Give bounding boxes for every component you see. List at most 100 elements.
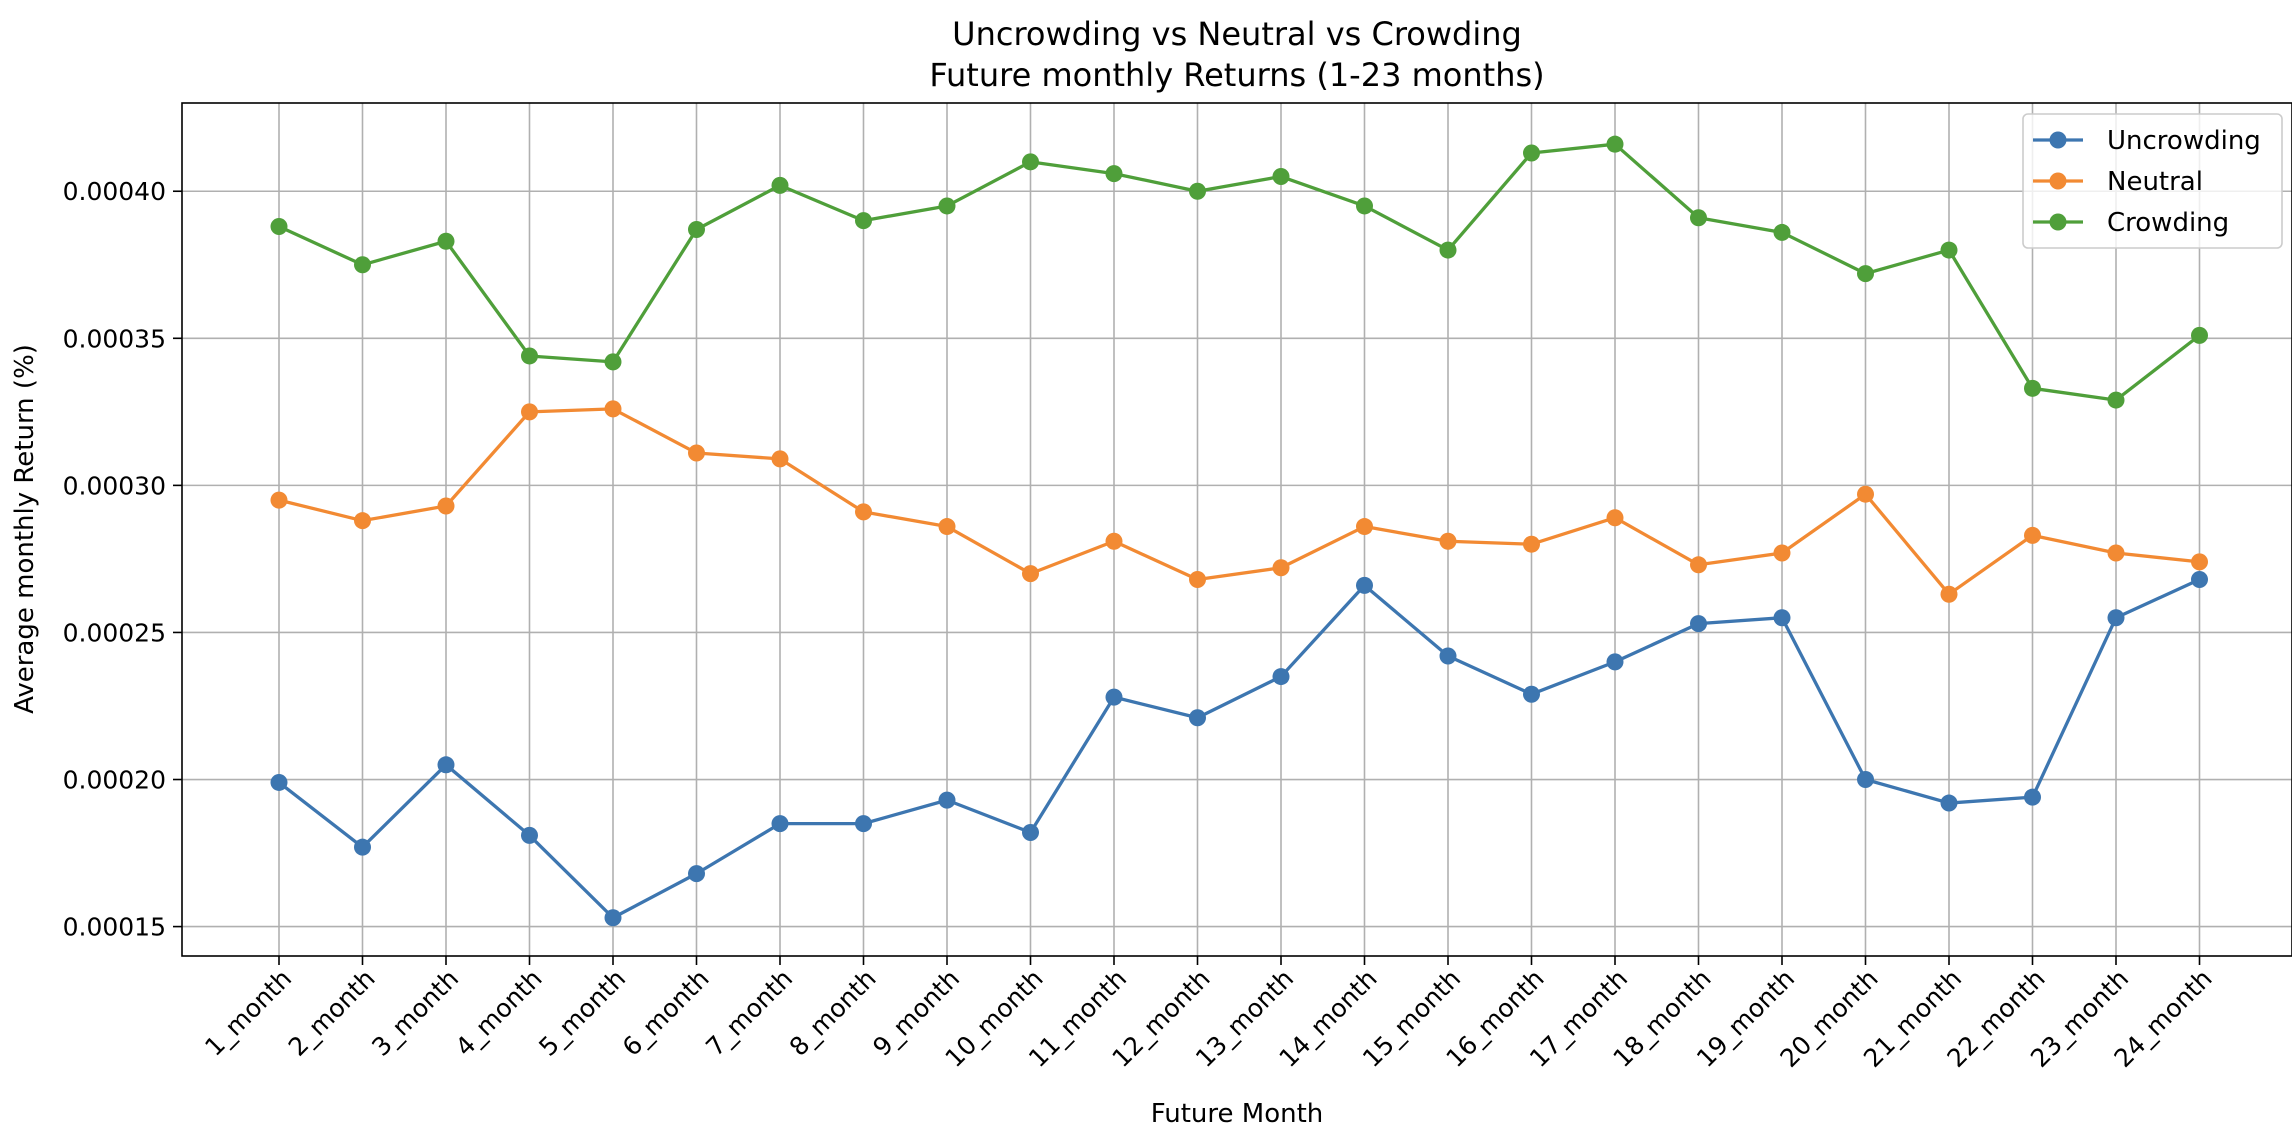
data-point-uncrowding xyxy=(1857,771,1874,789)
data-point-crowding xyxy=(1773,223,1791,241)
chart-subtitle: Future monthly Returns (1-23 months) xyxy=(929,56,1544,94)
data-point-crowding xyxy=(1272,168,1290,186)
legend-entry-crowding: Crowding xyxy=(2033,208,2229,238)
series-crowding xyxy=(270,135,2208,409)
data-point-uncrowding xyxy=(1022,823,1039,841)
y-tick-label: 0.00020 xyxy=(63,766,166,795)
data-point-crowding xyxy=(604,353,622,371)
x-axis-label: Future Month xyxy=(1151,1099,1324,1129)
data-point-uncrowding xyxy=(1690,615,1707,633)
data-point-uncrowding xyxy=(437,756,455,774)
data-point-neutral xyxy=(2024,526,2041,544)
data-point-uncrowding xyxy=(771,815,789,833)
data-point-crowding xyxy=(938,197,956,215)
x-tick-label: 5_month xyxy=(533,964,631,1062)
legend-items: Uncrowding Neutral Crowding xyxy=(2033,126,2261,238)
data-point-neutral xyxy=(270,491,288,509)
legend-frame xyxy=(2022,113,2283,249)
series-neutral xyxy=(270,400,2208,603)
legend-entry-uncrowding: Uncrowding xyxy=(2033,126,2261,156)
series-layer xyxy=(270,135,2208,927)
data-point-neutral xyxy=(437,497,455,515)
data-point-neutral xyxy=(1940,585,1958,603)
data-point-uncrowding xyxy=(1523,685,1540,703)
data-point-neutral xyxy=(2107,544,2125,562)
data-point-crowding xyxy=(1022,153,1039,171)
data-point-uncrowding xyxy=(2107,609,2125,627)
data-point-crowding xyxy=(2191,326,2208,344)
data-point-uncrowding xyxy=(1940,794,1958,812)
data-point-crowding xyxy=(2107,391,2125,409)
series-line-neutral xyxy=(277,407,2202,596)
legend: Uncrowding Neutral Crowding xyxy=(2022,113,2283,249)
series-line-crowding xyxy=(277,142,2202,402)
legend-entry-neutral: Neutral xyxy=(2033,167,2203,197)
data-point-neutral xyxy=(354,512,371,530)
series-line-uncrowding xyxy=(277,577,2202,920)
data-point-crowding xyxy=(354,256,371,274)
data-point-neutral xyxy=(1356,518,1373,536)
data-point-uncrowding xyxy=(1439,647,1457,665)
data-point-neutral xyxy=(1272,559,1290,577)
data-point-uncrowding xyxy=(1105,688,1123,706)
data-point-neutral xyxy=(855,503,872,521)
y-tick-label: 0.00025 xyxy=(63,618,166,647)
data-point-crowding xyxy=(1356,197,1373,215)
data-point-neutral xyxy=(771,450,789,468)
data-point-uncrowding xyxy=(1606,653,1624,671)
data-point-crowding xyxy=(1606,135,1624,153)
tick-layer: 1_month2_month3_month4_month5_month6_mon… xyxy=(63,177,2218,1073)
y-axis-label: Average monthly Return (%) xyxy=(10,344,40,714)
data-point-crowding xyxy=(2024,379,2041,397)
data-point-neutral xyxy=(1690,556,1707,574)
x-tick-label: 7_month xyxy=(700,964,798,1062)
data-point-crowding xyxy=(521,347,538,365)
data-point-uncrowding xyxy=(855,815,872,833)
data-point-neutral xyxy=(1022,565,1039,583)
data-point-crowding xyxy=(1189,182,1206,200)
data-point-crowding xyxy=(1439,241,1457,259)
data-point-neutral xyxy=(1857,485,1874,503)
data-point-neutral xyxy=(2191,553,2208,571)
data-point-crowding xyxy=(270,218,288,236)
data-point-neutral xyxy=(604,400,622,418)
x-tick-label: 2_month xyxy=(283,964,381,1062)
legend-marker-swatch xyxy=(2049,213,2067,231)
axis-layer xyxy=(181,102,2292,957)
data-point-uncrowding xyxy=(1189,709,1206,727)
data-point-uncrowding xyxy=(604,909,622,927)
plot-area-frame xyxy=(181,102,2292,957)
data-point-crowding xyxy=(1940,241,1958,259)
y-tick-label: 0.00035 xyxy=(63,324,166,353)
data-point-crowding xyxy=(1857,265,1874,283)
chart-title: Uncrowding vs Neutral vs Crowding xyxy=(952,15,1522,53)
data-point-neutral xyxy=(521,403,538,421)
data-point-uncrowding xyxy=(1773,609,1791,627)
data-point-uncrowding xyxy=(354,838,371,856)
grid-layer xyxy=(182,103,2292,956)
data-point-uncrowding xyxy=(2024,788,2041,806)
data-point-crowding xyxy=(1523,144,1540,162)
x-tick-label: 8_month xyxy=(784,964,882,1062)
x-tick-label: 1_month xyxy=(199,964,297,1062)
data-point-crowding xyxy=(1690,209,1707,227)
data-point-neutral xyxy=(1773,544,1791,562)
series-uncrowding xyxy=(270,571,2208,927)
data-point-uncrowding xyxy=(938,791,956,809)
legend-label: Uncrowding xyxy=(2107,126,2261,156)
y-tick-label: 0.00040 xyxy=(63,177,166,206)
data-point-neutral xyxy=(1105,532,1123,550)
data-point-crowding xyxy=(771,176,789,194)
x-tick-label: 4_month xyxy=(450,964,548,1062)
data-point-uncrowding xyxy=(1356,576,1373,594)
data-point-neutral xyxy=(938,518,956,536)
data-point-neutral xyxy=(1606,509,1624,527)
data-point-neutral xyxy=(1439,532,1457,550)
data-point-uncrowding xyxy=(688,865,705,883)
y-tick-label: 0.00015 xyxy=(63,913,166,942)
data-point-crowding xyxy=(688,220,705,238)
data-point-uncrowding xyxy=(1272,668,1290,686)
data-point-uncrowding xyxy=(2191,571,2208,589)
